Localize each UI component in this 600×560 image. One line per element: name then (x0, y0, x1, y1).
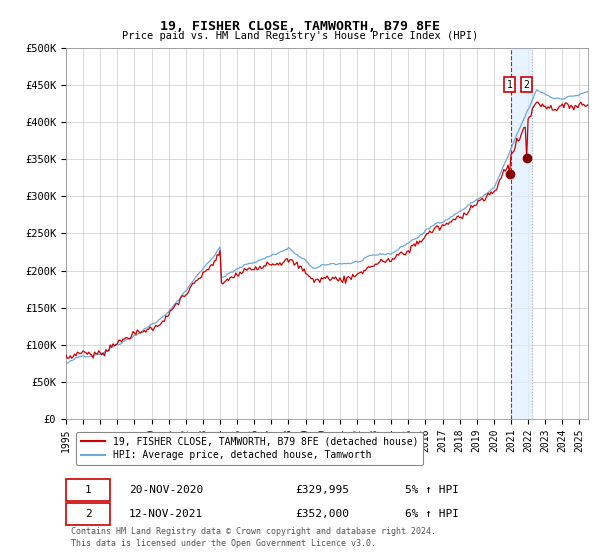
Bar (511, 48, 532, 419)
Text: 2: 2 (524, 80, 530, 90)
Text: 1: 1 (85, 485, 92, 495)
Legend: 19, FISHER CLOSE, TAMWORTH, B79 8FE (detached house), HPI: Average price, detach: 19, FISHER CLOSE, TAMWORTH, B79 8FE (det… (76, 432, 424, 465)
FancyBboxPatch shape (66, 502, 110, 525)
FancyBboxPatch shape (66, 479, 110, 501)
Text: £329,995: £329,995 (296, 485, 350, 495)
Text: 20-NOV-2020: 20-NOV-2020 (128, 485, 203, 495)
Text: Contains HM Land Registry data © Crown copyright and database right 2024.: Contains HM Land Registry data © Crown c… (71, 528, 436, 536)
Text: Price paid vs. HM Land Registry's House Price Index (HPI): Price paid vs. HM Land Registry's House … (122, 31, 478, 41)
Text: 2: 2 (85, 508, 92, 519)
Text: 19, FISHER CLOSE, TAMWORTH, B79 8FE: 19, FISHER CLOSE, TAMWORTH, B79 8FE (160, 20, 440, 32)
Text: 6% ↑ HPI: 6% ↑ HPI (406, 508, 460, 519)
Text: 5% ↑ HPI: 5% ↑ HPI (406, 485, 460, 495)
Text: £352,000: £352,000 (296, 508, 350, 519)
Text: 1: 1 (506, 80, 512, 90)
Text: This data is licensed under the Open Government Licence v3.0.: This data is licensed under the Open Gov… (71, 539, 376, 548)
Text: 12-NOV-2021: 12-NOV-2021 (128, 508, 203, 519)
